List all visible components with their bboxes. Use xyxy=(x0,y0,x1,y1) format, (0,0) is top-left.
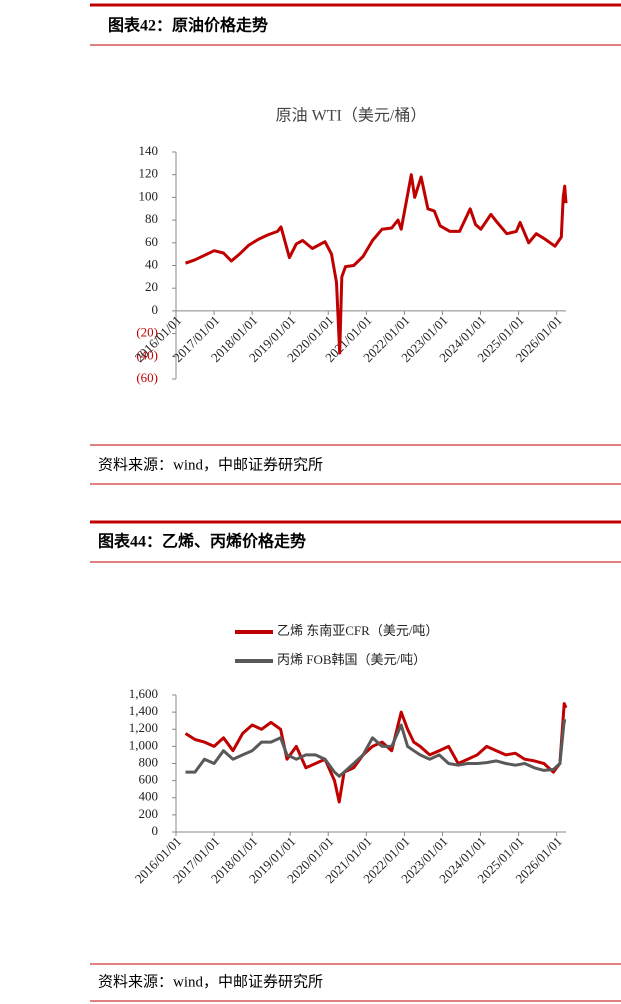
legend-label: 乙烯 东南亚CFR（美元/吨） xyxy=(277,623,438,638)
y-tick-label: 60 xyxy=(145,234,158,249)
y-tick-label: 600 xyxy=(139,772,159,787)
y-tick-label: 1,200 xyxy=(129,720,158,735)
y-tick-label: 200 xyxy=(139,806,159,821)
source: 资料来源：wind，中邮证券研究所 xyxy=(98,456,323,473)
y-tick-label: 400 xyxy=(139,789,159,804)
y-tick-label: (20) xyxy=(136,325,158,340)
series-line xyxy=(185,719,566,778)
y-tick-label: 20 xyxy=(145,279,158,294)
y-tick-label: 0 xyxy=(152,823,159,838)
legend-label: 丙烯 FOB韩国（美元/吨） xyxy=(277,652,426,667)
y-tick-label: 1,600 xyxy=(129,686,158,701)
y-tick-label: (40) xyxy=(136,347,158,362)
y-tick-label: (60) xyxy=(136,370,158,385)
y-tick-label: 1,400 xyxy=(129,703,158,718)
source: 资料来源：wind，中邮证券研究所 xyxy=(98,973,323,990)
y-tick-label: 0 xyxy=(152,302,159,317)
chart-title: 原油 WTI（美元/桶） xyxy=(276,107,427,125)
figure-title: 图表44：乙烯、丙烯价格走势 xyxy=(98,532,306,551)
y-tick-label: 100 xyxy=(139,188,159,203)
y-tick-label: 80 xyxy=(145,211,158,226)
y-tick-label: 40 xyxy=(145,256,158,271)
figure-title: 图表42：原油价格走势 xyxy=(108,16,268,35)
y-tick-label: 140 xyxy=(139,143,159,158)
series-line xyxy=(184,173,568,355)
y-tick-label: 120 xyxy=(139,166,159,181)
y-tick-label: 1,000 xyxy=(129,737,158,752)
series-line xyxy=(184,702,568,804)
y-tick-label: 800 xyxy=(139,754,159,769)
